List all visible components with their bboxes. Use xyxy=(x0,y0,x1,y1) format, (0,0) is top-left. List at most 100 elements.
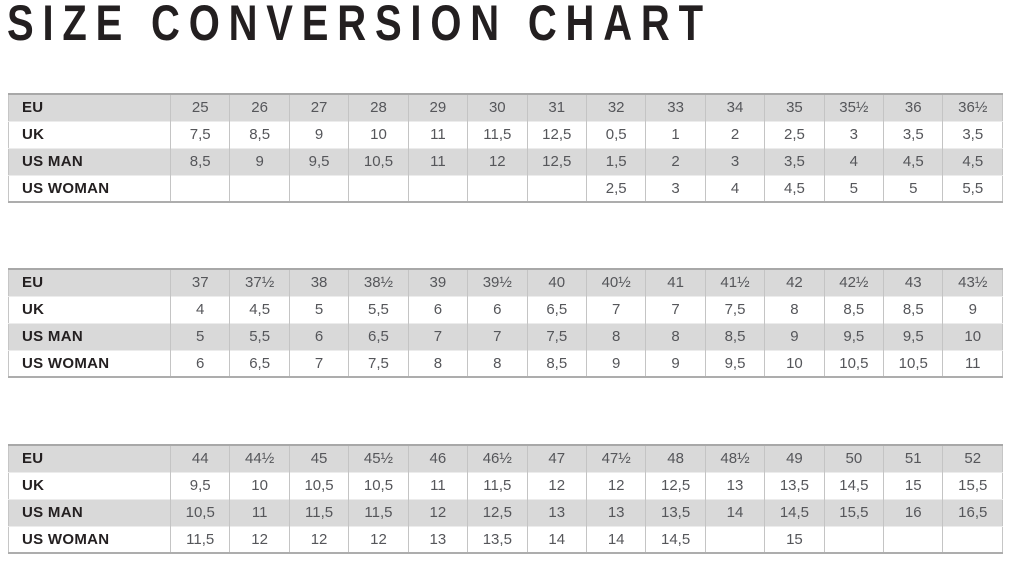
size-cell: 15,5 xyxy=(823,499,884,526)
size-cell: 6 xyxy=(467,296,528,323)
size-cell xyxy=(288,175,349,202)
size-cell: 11,5 xyxy=(169,526,230,553)
row-label: EU xyxy=(22,450,44,468)
size-cell: 14 xyxy=(585,526,646,553)
size-cell: 14,5 xyxy=(764,499,825,526)
size-cell: 8,5 xyxy=(229,121,290,148)
size-cell: 12 xyxy=(407,499,468,526)
size-cell: 9 xyxy=(288,121,349,148)
size-cell: 34 xyxy=(704,94,765,121)
size-cell: 10,5 xyxy=(883,350,943,377)
size-cell: 3 xyxy=(645,175,706,202)
size-cell: 13,5 xyxy=(764,472,825,499)
size-cell: 40½ xyxy=(585,269,646,296)
size-cell: 13 xyxy=(585,499,646,526)
table-row: UK 9,5 10 10,5 10,5 11 11,5 12 12 12,5 13 13,5 14,5 1… xyxy=(8,472,1003,499)
size-cell xyxy=(467,175,528,202)
size-cell: 11,5 xyxy=(467,472,528,499)
conversion-table-37-43: EU 37 37½ 38 38½ 39 39½ 40 40½ 41 41½ 42 42½ 43 43½ UK 4… xyxy=(8,268,1003,378)
row-label: US WOMAN xyxy=(22,530,110,548)
size-cell: 51 xyxy=(883,445,943,472)
size-cell: 11 xyxy=(229,499,290,526)
size-cell: 12 xyxy=(288,526,349,553)
size-cell: 13 xyxy=(526,499,587,526)
row-label: UK xyxy=(22,126,45,143)
size-cell: 28 xyxy=(348,94,409,121)
size-cell: 26 xyxy=(229,94,290,121)
size-cell: 47 xyxy=(526,445,587,472)
size-cell: 9,5 xyxy=(823,323,884,350)
size-cell: 36½ xyxy=(942,94,1003,121)
size-cell: 13,5 xyxy=(645,499,706,526)
size-cell: 13 xyxy=(407,526,468,553)
size-cell: 7 xyxy=(288,350,349,377)
conversion-table-25-36: EU 25 26 27 28 29 30 31 32 33 34 35 35½ 36 36½ UK 7,5 8,5… xyxy=(8,93,1003,203)
size-cell: 4 xyxy=(823,148,884,175)
size-cell: 10,5 xyxy=(348,472,409,499)
size-cell xyxy=(169,175,230,202)
size-cell: 15 xyxy=(764,526,825,553)
size-cell: 11 xyxy=(942,350,1003,377)
size-cell: 3 xyxy=(704,148,765,175)
size-cell: 7,5 xyxy=(526,323,587,350)
size-cell: 8,5 xyxy=(823,296,884,323)
size-cell xyxy=(942,526,1003,553)
row-label: US MAN xyxy=(22,328,83,345)
size-cell: 5,5 xyxy=(942,175,1003,202)
size-cell: 11 xyxy=(407,148,468,175)
size-cell: 12 xyxy=(229,526,290,553)
size-cell: 14 xyxy=(526,526,587,553)
size-cell: 10 xyxy=(348,121,409,148)
size-cell: 41 xyxy=(645,269,706,296)
table-row: UK 7,5 8,5 9 10 11 11,5 12,5 0,5 1 2 2,5 3 3,5 3,5 xyxy=(8,121,1003,148)
row-label: US MAN xyxy=(22,504,83,521)
size-cell: 6,5 xyxy=(229,350,290,377)
size-cell xyxy=(883,526,943,553)
conversion-table-44-52: EU 44 44½ 45 45½ 46 46½ 47 47½ 48 48½ 49 50 51 52 UK 9,5… xyxy=(8,444,1003,554)
size-cell: 7 xyxy=(407,323,468,350)
size-cell: 3,5 xyxy=(942,121,1003,148)
size-cell: 11,5 xyxy=(467,121,528,148)
row-label: EU xyxy=(22,274,44,292)
size-cell xyxy=(526,175,587,202)
size-cell: 3,5 xyxy=(764,148,825,175)
size-cell: 10,5 xyxy=(823,350,884,377)
size-cell: 42 xyxy=(764,269,825,296)
size-cell: 8,5 xyxy=(704,323,765,350)
size-cell: 49 xyxy=(764,445,825,472)
size-cell: 46½ xyxy=(467,445,528,472)
row-label: US WOMAN xyxy=(22,179,110,197)
size-cell: 29 xyxy=(407,94,468,121)
size-cell xyxy=(348,175,409,202)
size-cell: 12 xyxy=(526,472,587,499)
size-cell: 12 xyxy=(585,472,646,499)
size-cell: 5 xyxy=(823,175,884,202)
table-row: US WOMAN 2,5 3 4 4,5 5 5 5,5 xyxy=(8,175,1003,202)
size-cell: 16,5 xyxy=(942,499,1003,526)
size-cell: 35½ xyxy=(823,94,884,121)
size-cell: 38½ xyxy=(348,269,409,296)
size-cell: 7 xyxy=(645,296,706,323)
size-cell: 4,5 xyxy=(229,296,290,323)
size-cell xyxy=(229,175,290,202)
size-cell: 10 xyxy=(764,350,825,377)
size-cell: 25 xyxy=(169,94,230,121)
size-cell: 9 xyxy=(585,350,646,377)
size-cell: 7,5 xyxy=(704,296,765,323)
size-cell: 48½ xyxy=(704,445,765,472)
size-cell: 13,5 xyxy=(467,526,528,553)
size-cell: 10 xyxy=(229,472,290,499)
size-cell: 2,5 xyxy=(585,175,646,202)
row-label: EU xyxy=(22,99,44,117)
size-cell: 10,5 xyxy=(288,472,349,499)
size-cell: 2 xyxy=(704,121,765,148)
size-cell: 45 xyxy=(288,445,349,472)
size-cell: 9 xyxy=(229,148,290,175)
size-cell: 32 xyxy=(585,94,646,121)
size-cell: 9,5 xyxy=(883,323,943,350)
size-cell: 11 xyxy=(407,472,468,499)
size-cell: 8 xyxy=(407,350,468,377)
size-cell: 3 xyxy=(823,121,884,148)
size-cell xyxy=(823,526,884,553)
row-label: US WOMAN xyxy=(22,354,110,372)
